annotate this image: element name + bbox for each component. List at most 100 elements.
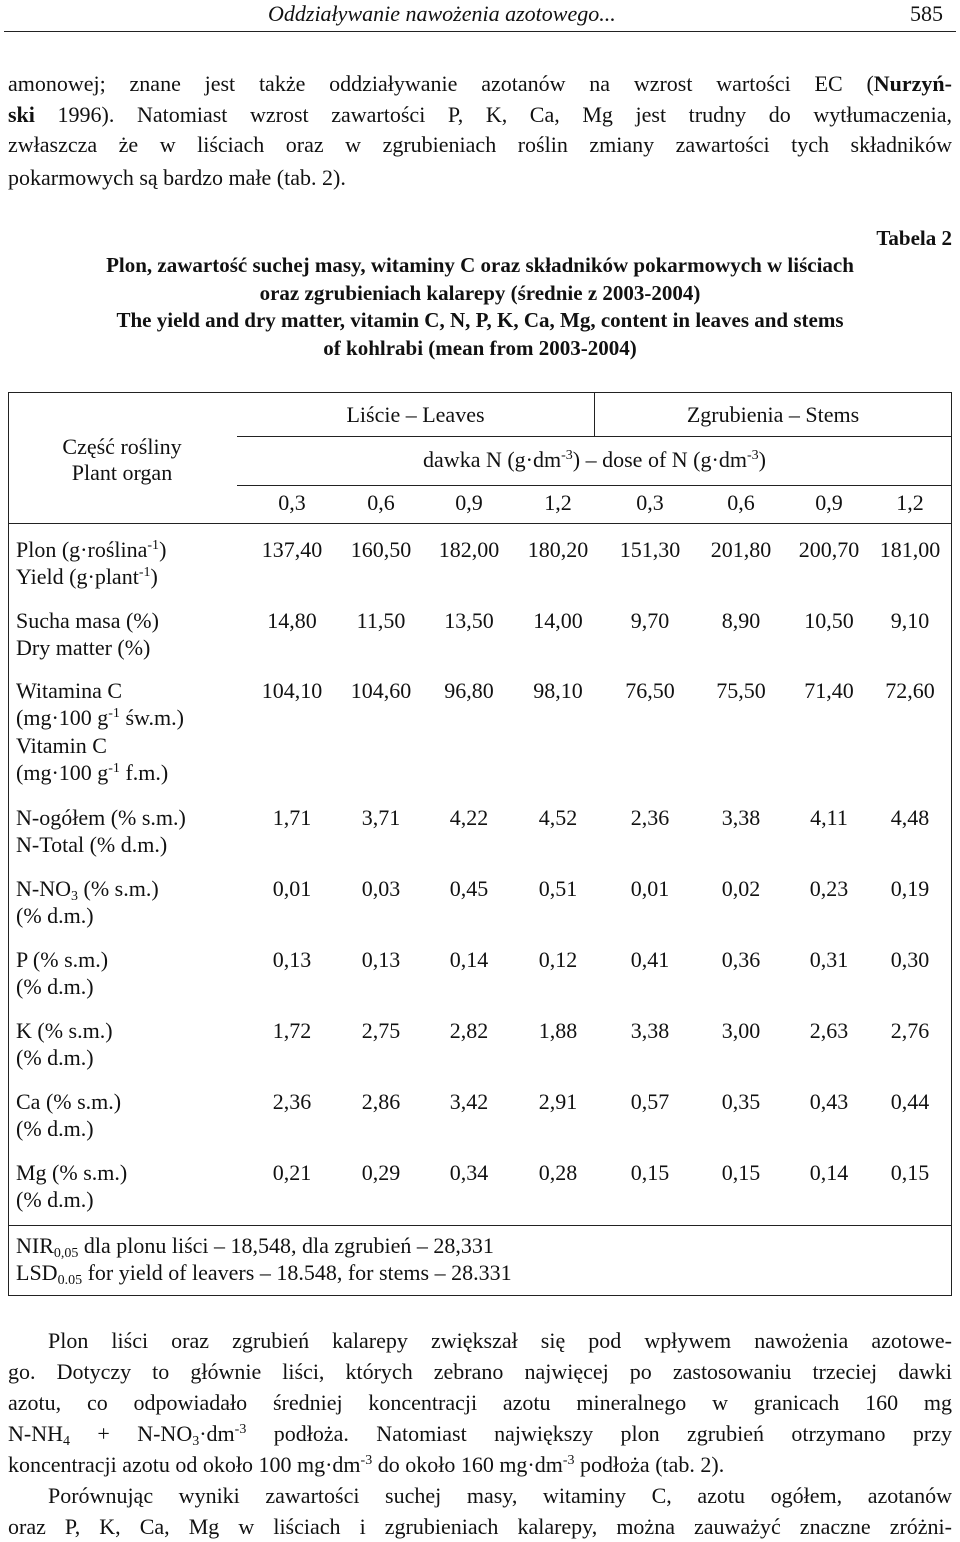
table-cell: 2,86 <box>361 1089 401 1114</box>
table-cell: 0,21 <box>272 1160 312 1185</box>
text: -3 <box>234 1422 247 1437</box>
table-cell: 0,30 <box>890 947 930 972</box>
row-label: Mg (% s.m.) <box>16 1160 128 1185</box>
table-cell: 14,80 <box>267 608 317 633</box>
table-cell: 0,35 <box>721 1089 761 1114</box>
text: -3 <box>561 448 573 463</box>
text: -3 <box>360 1453 373 1468</box>
table-cell: 75,50 <box>716 678 766 703</box>
text: Plon (g·roślina <box>16 537 148 562</box>
dose-label: 1,2 <box>896 490 924 515</box>
table-cell: 0,12 <box>538 947 578 972</box>
text: -1 <box>147 538 160 553</box>
text: pokarmowych są bardzo małe (tab. 2). <box>8 165 346 190</box>
text: 4 <box>63 1434 70 1449</box>
text: ski <box>8 102 35 127</box>
text: -3 <box>746 448 759 463</box>
table-cell: 0,45 <box>449 876 489 901</box>
table-cell: 8,90 <box>721 608 761 633</box>
table-cell: 11,50 <box>356 608 406 633</box>
dose-label: 0,9 <box>815 490 843 515</box>
table-note: LSD0.05 for yield of leavers – 18.548, f… <box>16 1260 512 1288</box>
table-cell: 0,13 <box>361 947 401 972</box>
text: ) <box>159 537 167 562</box>
table-cell: 0,19 <box>890 876 930 901</box>
table-cell: 0,01 <box>272 876 312 901</box>
row-label: (mg·100 g-1 św.m.) <box>16 705 184 731</box>
table-cell: 151,30 <box>619 537 681 562</box>
text: koncentracji azotu od około 100 mg·dm <box>8 1452 361 1477</box>
text: ) – dose of N (g·dm <box>572 447 747 472</box>
text: -3 <box>562 1453 575 1468</box>
table-cell: 76,50 <box>625 678 675 703</box>
text: zwłaszcza że w liściach oraz w zgrubieni… <box>8 132 952 157</box>
running-title: Oddziaływanie nawożenia azotowego... <box>268 1 616 26</box>
table-cell: 181,00 <box>879 537 941 562</box>
text: oraz P, K, Ca, Mg w liściach i zgrubieni… <box>8 1514 952 1539</box>
text: azotu, co odpowiadało średniej koncentra… <box>8 1390 952 1415</box>
table-cell: 0,15 <box>630 1160 670 1185</box>
table-cell: 3,38 <box>630 1018 670 1043</box>
row-label: Dry matter (%) <box>16 635 151 660</box>
text: N-NO <box>16 876 71 901</box>
table-cell: 0,14 <box>809 1160 849 1185</box>
table-title: Plon, zawartość suchej masy, witaminy C … <box>106 253 854 277</box>
text: (mg·100 g <box>16 760 109 785</box>
text: 3 <box>71 889 78 904</box>
table-cell: 3,00 <box>721 1018 761 1043</box>
group-header: Zgrubienia – Stems <box>686 402 860 427</box>
text-line: oraz P, K, Ca, Mg w liściach i zgrubieni… <box>8 1514 952 1540</box>
text-line: go. Dotyczy to głównie liści, których ze… <box>8 1359 952 1385</box>
column-header: Część rośliny <box>62 434 182 459</box>
table-note: NIR0,05 dla plonu liści – 18,548, dla zg… <box>16 1233 494 1261</box>
table-cell: 1,72 <box>272 1018 312 1043</box>
table-cell: 104,10 <box>261 678 323 703</box>
table-cell: 2,36 <box>630 805 670 830</box>
table-cell: 4,22 <box>449 805 489 830</box>
text: LSD <box>16 1260 58 1285</box>
text: amonowej; znane jest także oddziaływanie… <box>8 71 874 96</box>
table-cell: 182,00 <box>438 537 500 562</box>
table-cell: 0,34 <box>449 1160 489 1185</box>
row-label: (mg·100 g-1 f.m.) <box>16 760 168 786</box>
row-label: N-Total (% d.m.) <box>16 832 168 857</box>
group-header: Liście – Leaves <box>346 402 485 427</box>
text-line: N-NH4 + N-NO3·dm-3 podłoża. Natomiast na… <box>8 1421 952 1449</box>
table-cell: 3,42 <box>449 1089 489 1114</box>
row-label: (% d.m.) <box>16 1187 94 1212</box>
text: Nurzyń- <box>873 71 952 96</box>
table-cell: 2,63 <box>809 1018 849 1043</box>
table-cell: 3,71 <box>361 805 401 830</box>
table-cell: 0,36 <box>721 947 761 972</box>
table-rule <box>237 485 952 486</box>
text: N-NH <box>8 1421 63 1446</box>
table-cell: 0,51 <box>538 876 578 901</box>
row-label: Yield (g·plant-1) <box>16 564 158 590</box>
text: (% s.m.) <box>78 876 159 901</box>
text: f.m.) <box>119 760 169 785</box>
row-label: P (% s.m.) <box>16 947 109 972</box>
row-label: K (% s.m.) <box>16 1018 113 1043</box>
table-title: oraz zgrubieniach kalarepy (średnie z 20… <box>259 281 701 305</box>
table-frame <box>8 392 952 1296</box>
table-cell: 201,80 <box>710 537 772 562</box>
text-line: pokarmowych są bardzo małe (tab. 2). <box>8 165 952 191</box>
table-cell: 1,88 <box>538 1018 578 1043</box>
table-cell: 9,70 <box>630 608 670 633</box>
text: dawka N (g·dm <box>423 447 562 472</box>
table-cell: 1,71 <box>272 805 312 830</box>
column-header: Plant organ <box>71 460 173 485</box>
table-title: The yield and dry matter, vitamin C, N, … <box>116 308 844 332</box>
table-cell: 4,48 <box>890 805 930 830</box>
table-cell: 10,50 <box>804 608 854 633</box>
row-label: (% d.m.) <box>16 903 94 928</box>
text-line: azotu, co odpowiadało średniej koncentra… <box>8 1390 952 1416</box>
text: 0,05 <box>53 1246 79 1261</box>
table-cell: 3,38 <box>721 805 761 830</box>
table-cell: 9,10 <box>890 608 930 633</box>
table-cell: 0,23 <box>809 876 849 901</box>
table-cell: 0,02 <box>721 876 761 901</box>
table-cell: 104,60 <box>350 678 412 703</box>
table-cell: 72,60 <box>885 678 935 703</box>
text-line: zwłaszcza że w liściach oraz w zgrubieni… <box>8 132 952 158</box>
